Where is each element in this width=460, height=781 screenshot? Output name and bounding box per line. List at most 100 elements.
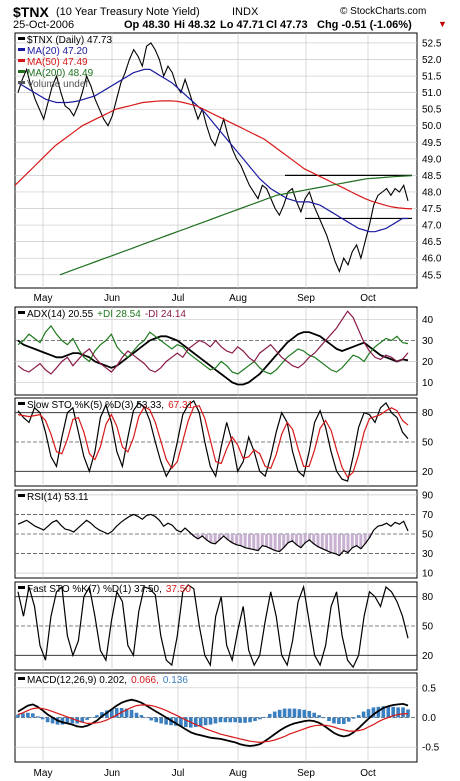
macd-histogram-bar: [159, 717, 163, 724]
y-tick-label: 20: [422, 467, 434, 478]
macd-histogram-bar: [50, 717, 55, 724]
y-tick-label: 80: [422, 408, 434, 419]
rsi-below-fill: [213, 534, 217, 544]
rsi-below-fill: [209, 534, 213, 543]
macd-histogram-bar: [164, 717, 168, 725]
y-tick-label: 47.5: [422, 204, 442, 215]
rsi-below-fill: [299, 534, 303, 548]
macd-histogram-bar: [366, 709, 371, 718]
macd-histogram-bar: [248, 717, 252, 723]
y-tick-label: 50.5: [422, 105, 442, 116]
macd-histogram-bar: [114, 708, 119, 718]
rsi-below-fill: [307, 534, 311, 540]
legend-label: Volume undef: [27, 79, 88, 90]
macd-histogram-bar: [401, 707, 405, 718]
y-tick-label: 10: [422, 569, 434, 580]
rsi-below-fill: [235, 534, 239, 545]
y-tick-label: 46.0: [422, 254, 442, 265]
macd-histogram-bar: [342, 717, 346, 725]
macd-histogram-bar: [391, 706, 395, 718]
macd-histogram-bar: [272, 711, 277, 718]
macd-histogram-bar: [406, 709, 410, 718]
panel-frame-price: [14, 32, 418, 289]
legend-swatch: [18, 70, 25, 73]
macd-histogram-bar: [371, 707, 376, 718]
macd-histogram-bar: [317, 715, 321, 718]
macd-histogram-bar: [233, 717, 238, 723]
rsi-below-fill: [316, 534, 320, 547]
macd-histogram-bar: [263, 716, 267, 718]
rsi-below-fill: [243, 534, 247, 548]
y-tick-label: 10: [422, 378, 434, 389]
rsi-below-fill: [329, 534, 333, 553]
rsi-below-fill: [230, 534, 234, 543]
legend-swatch: [18, 494, 25, 497]
y-tick-label: 47.0: [422, 221, 442, 232]
rsi-below-fill: [192, 534, 196, 536]
y-tick-label: 49.0: [422, 154, 442, 165]
macd-histogram-bar: [238, 717, 242, 723]
legend-label: Slow STO %K(5) %D(3) 53.33,: [27, 400, 164, 411]
legend-swatch: [18, 677, 25, 680]
macd-histogram-bar: [100, 712, 104, 718]
y-tick-label: 70: [422, 510, 434, 521]
y-tick-label: 20: [422, 651, 434, 662]
x-tick-label: Oct: [360, 768, 376, 779]
rsi-below-fill: [205, 534, 209, 540]
legend-label: -DI 24.14: [145, 309, 187, 320]
x-tick-label: May: [34, 768, 53, 779]
legend-swatch: [18, 59, 25, 62]
x-tick-label: Sep: [297, 293, 315, 304]
series-line-fast_sto-0: [17, 584, 409, 669]
macd-histogram-bar: [193, 717, 198, 727]
legend-label: RSI(14) 53.11: [27, 492, 89, 503]
macd-histogram-bar: [356, 715, 361, 718]
rsi-below-fill: [217, 534, 221, 540]
macd-histogram-bar: [149, 717, 154, 721]
macd-histogram-bar: [31, 713, 35, 718]
y-tick-label: 20: [422, 357, 434, 368]
rsi-below-fill: [312, 534, 316, 544]
macd-histogram-bar: [105, 710, 109, 718]
y-tick-label: 50: [422, 438, 434, 449]
rsi-below-fill: [367, 534, 371, 538]
ticker-name: (10 Year Treasury Note Yield): [56, 6, 200, 18]
rsi-below-fill: [196, 534, 200, 539]
rsi-below-fill: [247, 534, 251, 549]
y-tick-label: 48.5: [422, 171, 442, 182]
macd-histogram-bar: [70, 717, 75, 724]
legend-swatch: [18, 48, 25, 51]
x-tick-label: Jun: [104, 768, 120, 779]
x-tick-label: May: [34, 293, 53, 304]
series-line-price-3: [59, 175, 413, 276]
macd-histogram-bar: [258, 717, 262, 720]
y-tick-label: 80: [422, 592, 434, 603]
y-tick-label: 50: [422, 530, 434, 541]
macd-histogram-bar: [267, 713, 272, 718]
series-line-price-2: [14, 100, 413, 210]
legend-swatch: [18, 586, 25, 589]
legend-label: $TNX (Daily) 47.73: [27, 35, 112, 46]
macd-histogram-bar: [297, 709, 302, 718]
y-tick-label: 30: [422, 549, 434, 560]
macd-histogram-bar: [60, 717, 65, 725]
rsi-below-fill: [325, 534, 329, 551]
macd-histogram-bar: [223, 717, 228, 723]
y-tick-label: 0.0: [422, 713, 436, 724]
rsi-below-fill: [363, 534, 367, 544]
macd-histogram-bar: [85, 717, 89, 720]
macd-histogram-bar: [307, 710, 312, 718]
rsi-below-fill: [337, 534, 341, 556]
y-tick-label: 51.5: [422, 72, 442, 83]
rsi-below-fill: [295, 534, 299, 545]
legend-label: MA(50) 47.49: [27, 57, 88, 68]
quote-open: Op 48.30: [124, 19, 170, 31]
y-tick-label: 50: [422, 622, 434, 633]
legend-label: MA(20) 47.20: [27, 46, 88, 57]
legend-label: 67.31: [168, 400, 193, 411]
macd-histogram-bar: [277, 709, 282, 718]
macd-histogram-bar: [228, 717, 233, 723]
quote-date: 25-Oct-2006: [13, 19, 75, 31]
legend-label: ADX(14) 20.55: [27, 309, 94, 320]
